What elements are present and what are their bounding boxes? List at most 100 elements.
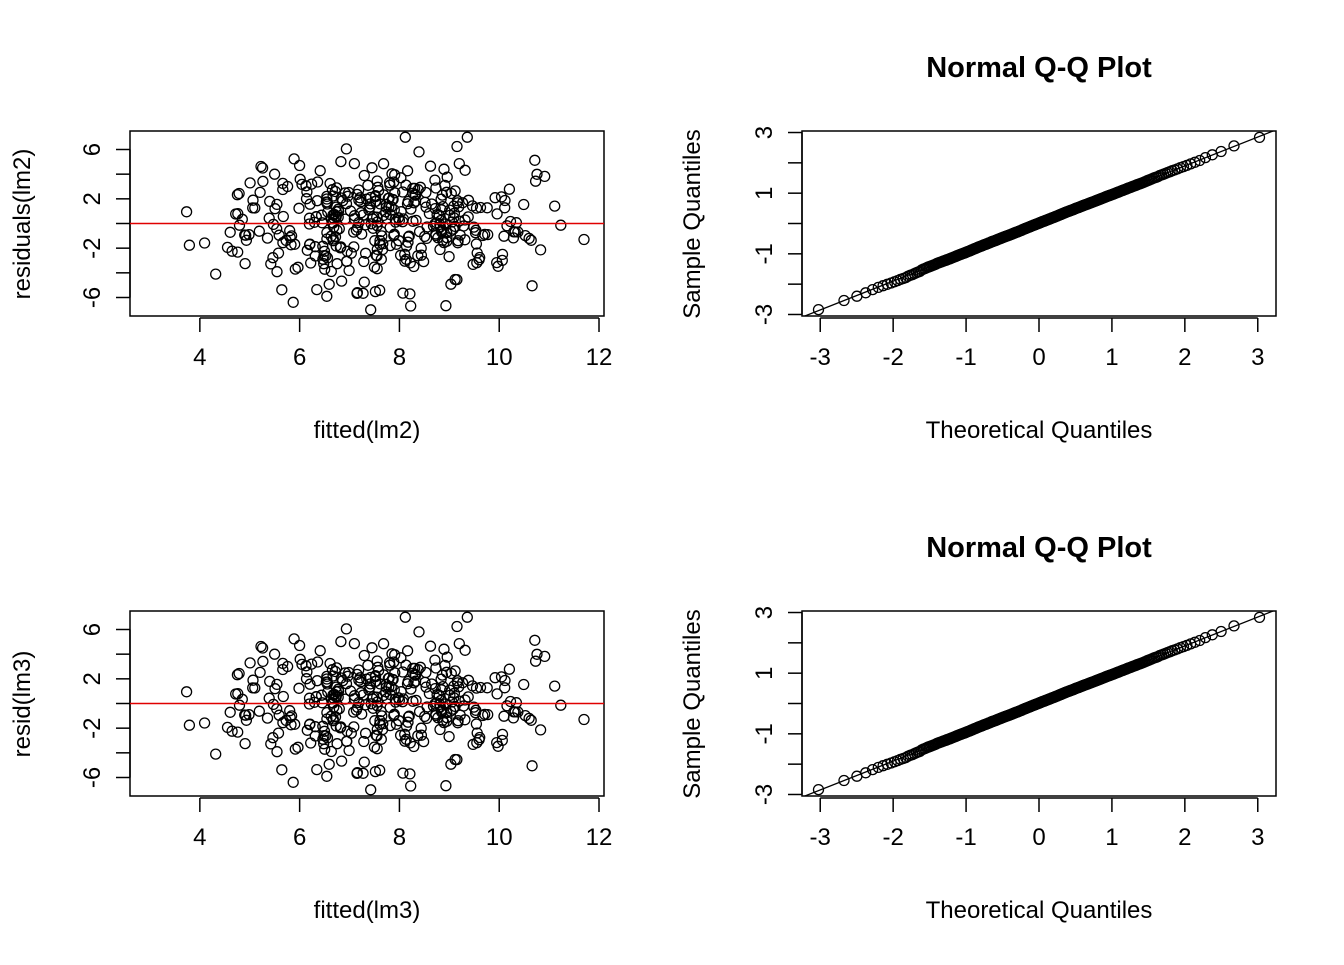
data-point	[396, 216, 409, 228]
data-point	[224, 226, 236, 238]
data-point	[293, 159, 306, 172]
data-point	[491, 256, 503, 269]
data-point	[452, 235, 464, 247]
data-point	[240, 234, 253, 246]
data-point	[420, 232, 433, 245]
data-point	[310, 691, 322, 703]
data-point	[397, 666, 409, 678]
panel-title: Normal Q-Q Plot	[926, 52, 1152, 84]
y-tick-label: -6	[79, 287, 106, 308]
data-point	[466, 680, 479, 692]
data-point	[256, 162, 269, 174]
x-tick-label: 12	[586, 344, 613, 371]
data-point	[265, 258, 277, 270]
data-point	[254, 666, 266, 679]
data-point	[395, 652, 407, 664]
data-point	[330, 240, 342, 252]
data-point	[304, 718, 316, 730]
data-point	[257, 175, 269, 188]
data-point	[311, 763, 323, 776]
data-point	[578, 713, 590, 726]
data-point	[305, 737, 317, 749]
qq-point	[1194, 154, 1206, 167]
data-point	[451, 197, 464, 209]
data-point	[342, 670, 354, 682]
panel-top-left: fitted(lm2) residuals(lm2)	[9, 149, 420, 444]
data-point	[374, 764, 386, 776]
data-point	[441, 171, 453, 183]
data-point	[410, 214, 422, 227]
qq-point	[1215, 145, 1227, 158]
data-point	[434, 698, 446, 711]
data-point	[508, 706, 520, 718]
data-point	[325, 230, 337, 242]
data-point	[467, 738, 479, 751]
data-point	[369, 235, 381, 247]
data-point	[233, 667, 245, 680]
data-point	[399, 255, 411, 267]
data-point	[292, 261, 304, 273]
qq-point	[1253, 611, 1266, 624]
data-point	[479, 708, 491, 721]
data-point	[324, 177, 336, 190]
data-point	[400, 253, 412, 265]
plot-area-top-left: 4 6 8 10 12 -6 -2 2 6	[79, 130, 613, 371]
qq-point	[866, 763, 879, 776]
data-point	[268, 168, 281, 180]
data-point	[408, 740, 420, 753]
data-point	[335, 155, 347, 168]
x-tick-label: 3	[1251, 824, 1264, 851]
data-point	[365, 304, 377, 316]
data-point	[321, 732, 334, 744]
data-point	[470, 718, 483, 730]
data-point	[423, 207, 436, 220]
data-point	[321, 190, 333, 203]
data-point	[441, 707, 453, 719]
data-point	[180, 206, 193, 218]
data-point	[308, 696, 321, 708]
data-point	[482, 708, 494, 721]
data-point	[285, 719, 297, 731]
data-point	[380, 686, 392, 698]
y-tick-label: 6	[79, 143, 106, 156]
data-point	[415, 249, 428, 261]
data-point	[289, 743, 301, 755]
data-point	[491, 208, 503, 220]
data-point	[371, 743, 383, 755]
data-point	[319, 743, 331, 755]
data-point	[407, 662, 419, 675]
data-point	[419, 676, 431, 689]
data-point	[495, 671, 508, 683]
data-point	[461, 131, 473, 143]
data-point	[288, 153, 300, 165]
x-tick-label: 4	[193, 824, 206, 851]
x-tick-label: 3	[1251, 344, 1264, 371]
data-point	[277, 177, 289, 190]
x-tick-label: -2	[882, 824, 903, 851]
data-point	[340, 735, 353, 748]
data-point	[405, 300, 417, 312]
data-point	[269, 203, 281, 215]
data-point	[421, 221, 433, 233]
data-point	[518, 198, 530, 211]
data-point	[284, 705, 296, 717]
data-point	[438, 643, 450, 655]
data-point	[340, 255, 353, 268]
panel-bottom-right: Normal Q-Q Plot Theoretical Quantiles Sa…	[679, 532, 1152, 924]
data-point	[300, 193, 313, 205]
data-point	[474, 251, 486, 264]
data-point	[445, 187, 457, 200]
data-point	[404, 257, 416, 269]
data-point	[496, 254, 508, 267]
data-point	[318, 245, 331, 257]
data-point	[371, 220, 383, 232]
qq-point	[1189, 636, 1201, 648]
data-point	[366, 162, 378, 174]
data-point	[233, 699, 246, 711]
data-point	[371, 730, 383, 742]
data-point	[375, 225, 387, 238]
data-point	[498, 710, 510, 722]
data-point	[508, 226, 520, 238]
data-point	[417, 255, 430, 268]
data-point	[432, 232, 444, 244]
